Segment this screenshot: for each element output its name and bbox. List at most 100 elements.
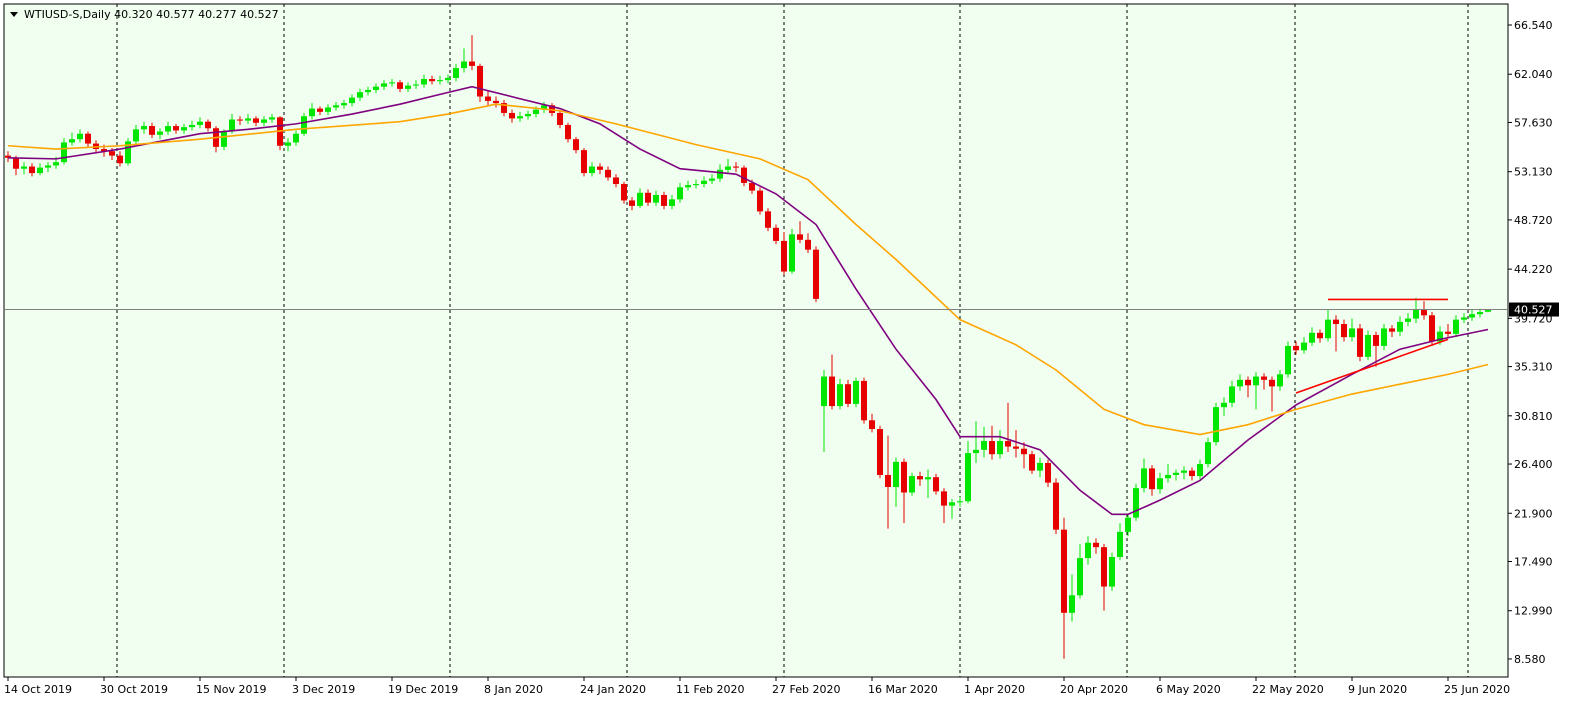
candle-body (437, 80, 443, 82)
candle-body (389, 82, 395, 84)
candle-body (1389, 328, 1395, 332)
y-tick-label: 53.130 (1514, 166, 1553, 179)
candle-body (285, 142, 291, 146)
candle-body (853, 380, 859, 404)
candle-body (541, 105, 547, 110)
candle-body (1077, 558, 1083, 596)
candle-body (749, 182, 755, 191)
candle-body (1301, 342, 1307, 351)
candle-body (13, 157, 19, 169)
candle-body (1021, 448, 1027, 455)
candle-body (1477, 312, 1483, 315)
candle-body (573, 139, 579, 151)
candle-body (261, 119, 267, 123)
candle-body (125, 141, 131, 164)
candle-body (133, 129, 139, 142)
candle-body (189, 124, 195, 128)
candle-body (1109, 557, 1115, 587)
candle-body (293, 133, 299, 143)
candle-body (1149, 468, 1155, 490)
candle-body (1333, 319, 1339, 325)
candle-body (29, 166, 35, 174)
plot-area (3, 3, 1509, 678)
candle-body (517, 116, 523, 119)
candle-body (845, 384, 851, 404)
candle-body (1181, 470, 1187, 473)
y-tick-label: 48.720 (1514, 214, 1553, 227)
candle-body (253, 118, 259, 123)
candle-body (1245, 379, 1251, 386)
candle-body (1005, 441, 1011, 447)
candle-body (45, 165, 51, 168)
candle-body (149, 126, 155, 135)
candle-body (1061, 529, 1067, 613)
candle-body (1101, 547, 1107, 587)
candle-body (701, 180, 707, 185)
candle-body (957, 501, 963, 503)
candle-body (1277, 374, 1283, 387)
candle-body (949, 502, 955, 506)
candle-body (797, 234, 803, 240)
candle-body (781, 240, 787, 272)
candle-body (933, 477, 939, 492)
x-tick-label: 16 Mar 2020 (868, 683, 938, 696)
candle-body (509, 112, 515, 119)
candle-body (629, 200, 635, 206)
candle-body (1013, 446, 1019, 449)
candle-body (301, 116, 307, 134)
candle-body (37, 167, 43, 174)
candle-body (477, 65, 483, 97)
candle-body (941, 491, 947, 506)
candle-body (773, 227, 779, 241)
candle-body (581, 150, 587, 174)
last-price-label: 40.527 (1514, 304, 1553, 317)
candle-body (1205, 442, 1211, 465)
candle-body (1309, 332, 1315, 343)
candle-body (1285, 345, 1291, 375)
candle-body (621, 184, 627, 201)
last-price-box (1509, 302, 1559, 317)
candle-body (973, 449, 979, 454)
candle-body (501, 103, 507, 113)
y-tick-label: 26.400 (1514, 458, 1553, 471)
candle-body (1397, 321, 1403, 332)
candle-body (565, 124, 571, 140)
candle-body (237, 119, 243, 121)
candle-body (5, 155, 11, 158)
candle-body (877, 429, 883, 475)
x-tick-label: 24 Jan 2020 (580, 683, 646, 696)
candle-body (309, 108, 315, 117)
x-tick-label: 1 Apr 2020 (964, 683, 1025, 696)
candle-body (869, 420, 875, 430)
candle-body (69, 139, 75, 143)
candle-body (485, 96, 491, 101)
candle-body (1213, 407, 1219, 443)
candle-body (157, 131, 163, 135)
candle-body (1157, 478, 1163, 490)
candle-body (653, 194, 659, 203)
candle-body (861, 380, 867, 421)
x-tick-label: 14 Oct 2019 (4, 683, 72, 696)
y-tick-label: 57.630 (1514, 116, 1553, 129)
candle-body (637, 192, 643, 206)
y-tick-label: 44.220 (1514, 263, 1553, 276)
candle-body (765, 211, 771, 228)
candle-body (805, 239, 811, 250)
x-tick-label: 19 Dec 2019 (388, 683, 458, 696)
candle-body (885, 474, 891, 488)
candle-body (173, 126, 179, 131)
candle-body (21, 166, 27, 169)
candle-body (1429, 315, 1435, 342)
candle-body (693, 184, 699, 186)
x-tick-label: 25 Jun 2020 (1444, 683, 1510, 696)
candle-body (789, 234, 795, 272)
candle-body (341, 103, 347, 106)
candle-body (85, 133, 91, 144)
candle-body (557, 112, 563, 125)
y-tick-label: 17.490 (1514, 555, 1553, 568)
candle-body (717, 169, 723, 179)
candle-body (829, 376, 835, 407)
candle-body (1453, 319, 1459, 334)
candle-body (61, 142, 67, 163)
x-tick-label: 3 Dec 2019 (292, 683, 355, 696)
